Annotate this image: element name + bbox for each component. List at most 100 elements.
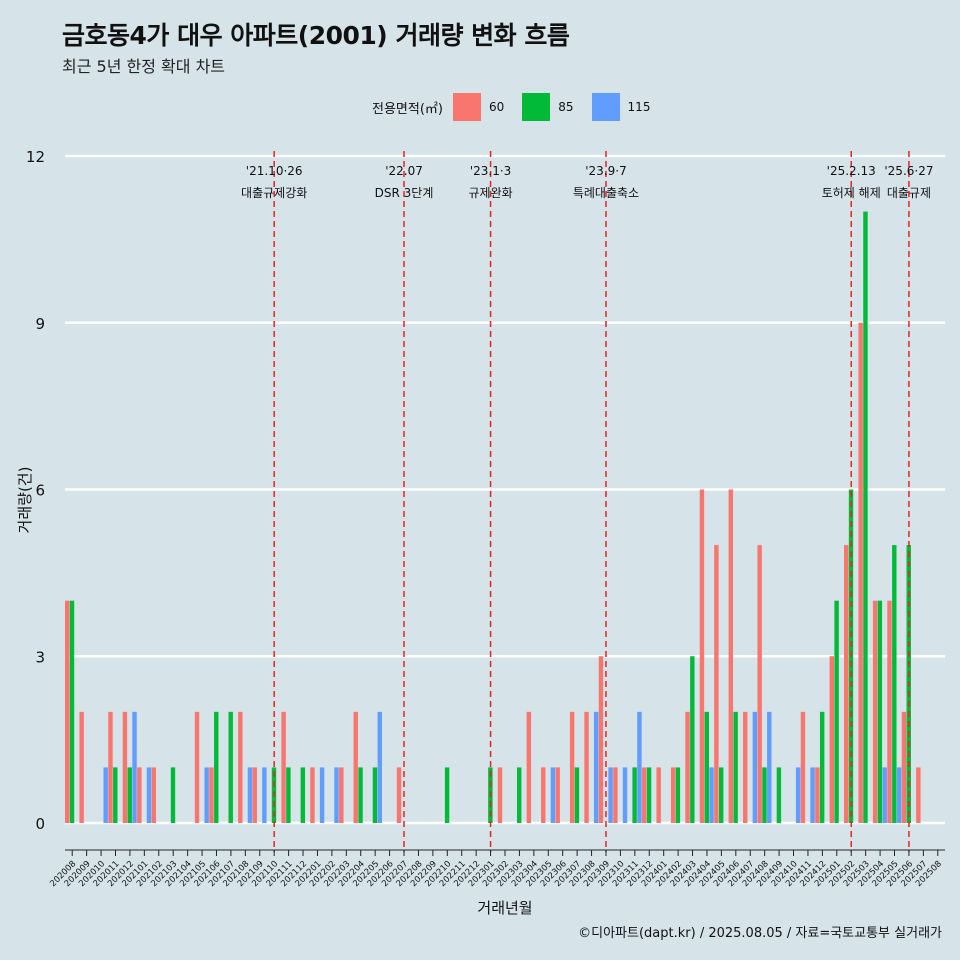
legend-key-85 xyxy=(522,93,551,121)
bar-85-202405 xyxy=(718,767,724,823)
bar-60-202504 xyxy=(872,600,878,823)
event-label: DSR 3단계 xyxy=(375,186,434,200)
bar-60-202109 xyxy=(252,767,257,823)
y-axis-label: 거래량(건) xyxy=(16,467,34,534)
bar-85-202112 xyxy=(300,767,306,823)
bar-60-202101 xyxy=(137,767,142,823)
bar-115-202411 xyxy=(810,767,815,823)
bar-60-202204 xyxy=(353,711,358,823)
bar-85-202501 xyxy=(834,600,839,823)
bar-85-202012 xyxy=(127,767,132,823)
bar-60-202403 xyxy=(685,711,690,823)
legend: 전용면적(㎡) 60 85 115 xyxy=(372,93,668,121)
bar-60-202308 xyxy=(584,711,589,823)
bar-115-202101 xyxy=(146,767,152,823)
y-tick-label: 6 xyxy=(35,482,45,500)
bar-115-202205 xyxy=(377,711,382,823)
bar-60-202201 xyxy=(310,767,315,823)
bar-60-202312 xyxy=(642,767,647,823)
event-date: '23.9·7 xyxy=(585,164,626,178)
bar-85-202103 xyxy=(170,767,176,823)
chart-title: 금호동4가 대우 아파트(2001) 거래량 변화 흐름 xyxy=(62,21,570,50)
bar-60-202506 xyxy=(901,711,907,823)
bar-60-202105 xyxy=(194,711,200,823)
event-label: 규제완화 xyxy=(468,186,512,200)
bar-85-202210 xyxy=(444,767,450,823)
bar-60-202412 xyxy=(815,767,820,823)
bar-60-202310 xyxy=(613,767,618,823)
bar-115-202105 xyxy=(204,767,209,823)
bar-60-202102 xyxy=(151,767,156,823)
bar-115-202108 xyxy=(247,767,253,823)
bar-115-202109 xyxy=(262,767,267,823)
event-label: 특례대출축소 xyxy=(573,186,639,200)
bar-60-202402 xyxy=(670,767,676,823)
bar-85-202307 xyxy=(574,767,580,823)
bar-60-202304 xyxy=(526,711,532,823)
y-tick-label: 0 xyxy=(35,815,45,833)
bar-60-202305 xyxy=(541,767,546,823)
bar-60-202302 xyxy=(497,767,503,823)
bar-85-202303 xyxy=(517,767,522,823)
bar-60-202207 xyxy=(396,767,402,823)
x-axis-label: 거래년월 xyxy=(477,899,532,917)
bar-60-202009 xyxy=(79,711,84,823)
bar-85-202409 xyxy=(776,767,782,823)
bar-115-202309 xyxy=(608,767,613,823)
bar-85-202106 xyxy=(214,711,219,823)
event-date: '23.1·3 xyxy=(470,164,511,178)
bar-115-202310 xyxy=(622,767,628,823)
bar-85-202505 xyxy=(892,545,897,823)
bar-115-202308 xyxy=(593,711,599,823)
legend-label-115: 115 xyxy=(627,100,651,114)
bar-60-202406 xyxy=(728,489,734,823)
bar-115-202010 xyxy=(103,767,108,823)
bar-60-202502 xyxy=(844,545,849,823)
y-tick-label: 9 xyxy=(35,315,45,333)
bar-115-202202 xyxy=(334,767,339,823)
legend-key-115 xyxy=(591,93,620,121)
bar-115-202012 xyxy=(132,711,137,823)
bar-115-202311 xyxy=(637,711,642,823)
chart-subtitle: 최근 5년 한정 확대 차트 xyxy=(62,57,226,76)
bar-85-202503 xyxy=(863,211,868,824)
bar-60-202012 xyxy=(122,711,128,823)
bar-60-202111 xyxy=(281,711,286,823)
bar-60-202507 xyxy=(916,767,921,823)
bar-60-202405 xyxy=(714,545,719,823)
bar-60-202408 xyxy=(757,545,762,823)
bar-60-202411 xyxy=(800,711,806,823)
bar-115-202505 xyxy=(896,767,902,823)
bar-85-202107 xyxy=(228,711,233,823)
bar-115-202504 xyxy=(882,767,887,823)
bar-60-202309 xyxy=(598,656,604,823)
bar-85-202402 xyxy=(675,767,681,823)
legend-label-60: 60 xyxy=(488,100,505,114)
bar-85-202311 xyxy=(632,767,637,823)
bar-115-202404 xyxy=(709,767,714,823)
event-label: 대출규제강화 xyxy=(241,186,307,200)
bar-115-202407 xyxy=(752,711,758,823)
legend-key-60 xyxy=(452,93,481,121)
bar-85-202205 xyxy=(372,767,378,823)
event-date: '22.07 xyxy=(385,164,423,178)
bar-115-202201 xyxy=(319,767,325,823)
bar-85-202312 xyxy=(646,767,652,823)
legend-label-85: 85 xyxy=(558,100,574,114)
y-tick-label: 12 xyxy=(26,148,45,166)
bar-60-202008 xyxy=(65,600,70,823)
bar-60-202407 xyxy=(743,711,748,823)
bar-60-202501 xyxy=(829,656,834,823)
bar-60-202108 xyxy=(238,711,243,823)
event-date: '25.6·27 xyxy=(884,164,933,178)
bar-85-202504 xyxy=(877,600,883,823)
event-date: '21.10·26 xyxy=(246,164,303,178)
event-label: 토허제 해제 xyxy=(822,186,881,200)
bar-85-202406 xyxy=(733,711,738,823)
bar-85-202011 xyxy=(113,767,118,823)
bar-85-202008 xyxy=(69,600,75,823)
bar-85-202404 xyxy=(704,711,709,823)
event-date: '25.2.13 xyxy=(827,164,876,178)
bar-60-202307 xyxy=(569,711,575,823)
